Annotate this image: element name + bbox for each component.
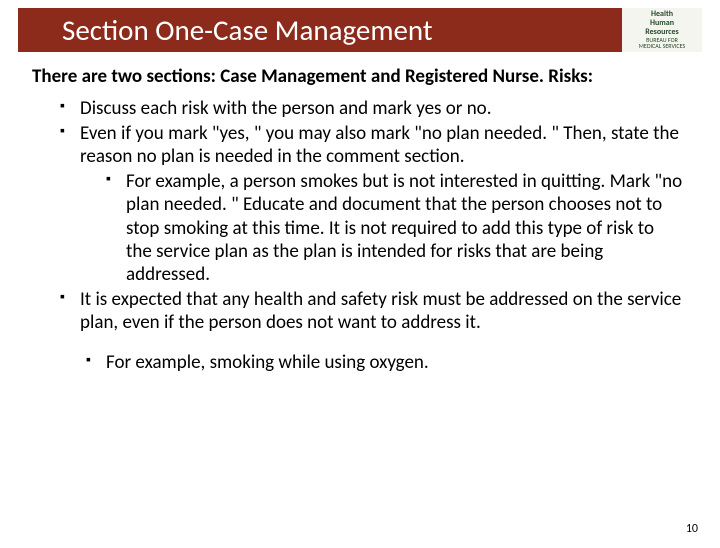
- page-number: 10: [686, 522, 698, 536]
- bullet-item: Discuss each risk with the person and ma…: [60, 97, 684, 120]
- logo: Health Human Resources BUREAU FOR MEDICA…: [622, 8, 702, 52]
- bullet-item: Even if you mark "yes, " you may also ma…: [60, 122, 684, 286]
- logo-line-medical: MEDICAL SERVICES: [639, 43, 685, 50]
- title-box: Section One-Case Management: [18, 8, 622, 52]
- example-list: For example, smoking while using oxygen.: [36, 351, 684, 374]
- bullet-text: Discuss each risk with the person and ma…: [80, 97, 492, 120]
- bullet-list: Discuss each risk with the person and ma…: [36, 97, 684, 335]
- header-bar: Section One-Case Management Health Human…: [18, 8, 702, 52]
- sub-bullet-list: For example, a person smokes but is not …: [80, 170, 684, 286]
- sub-bullet-item: For example, a person smokes but is not …: [106, 170, 684, 286]
- slide-title: Section One-Case Management: [62, 12, 433, 48]
- content-block: Discuss each risk with the person and ma…: [36, 97, 684, 335]
- sub-bullet-text: For example, a person smokes but is not …: [126, 170, 682, 286]
- bullet-item: It is expected that any health and safet…: [60, 288, 684, 334]
- bullet-text: It is expected that any health and safet…: [80, 288, 681, 334]
- example-text: For example, smoking while using oxygen.: [106, 351, 429, 374]
- example-item: For example, smoking while using oxygen.: [86, 351, 684, 374]
- example-block: For example, smoking while using oxygen.: [36, 351, 684, 374]
- intro-text: There are two sections: Case Management …: [32, 66, 688, 89]
- bullet-text: Even if you mark "yes, " you may also ma…: [80, 122, 679, 168]
